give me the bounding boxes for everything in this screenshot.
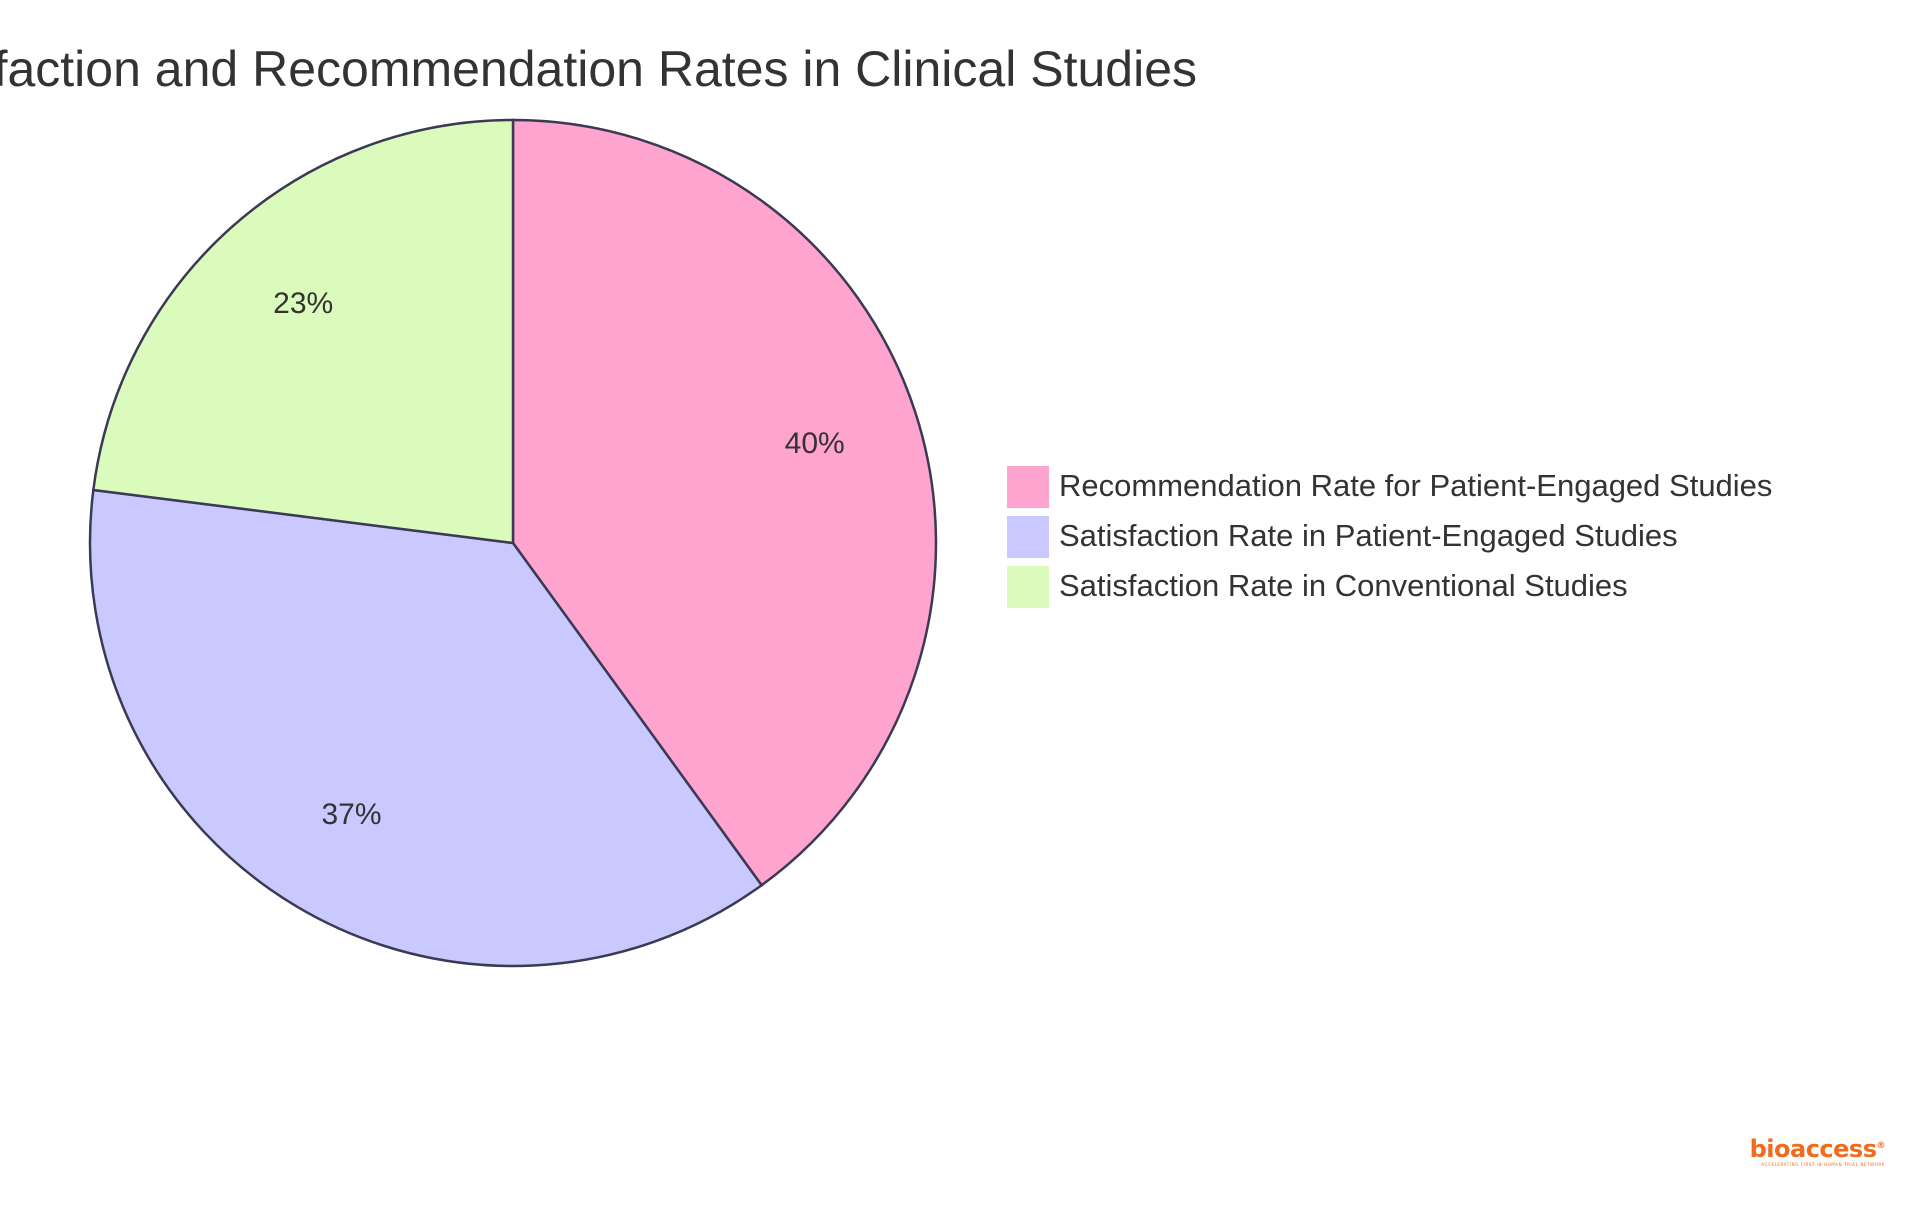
pie-slice-label-2: 37% <box>321 798 381 831</box>
pie-slice-2 <box>88 488 764 968</box>
pie-slice-label-3: 23% <box>273 287 333 320</box>
pie-slice-1 <box>511 118 938 887</box>
legend-label-3: Satisfaction Rate in Conventional Studie… <box>1059 568 1628 603</box>
legend-label-1: Recommendation Rate for Patient-Engaged … <box>1059 468 1772 503</box>
pie-slice-3 <box>91 118 515 545</box>
legend-swatch-1 <box>1007 466 1049 508</box>
legend-swatch-2 <box>1007 516 1049 558</box>
pie-slices <box>88 118 938 968</box>
legend-swatch-3 <box>1007 566 1049 608</box>
logo-registered-mark: ® <box>1876 1141 1886 1151</box>
legend: Recommendation Rate for Patient-Engaged … <box>1007 466 1772 608</box>
bioaccess-logo: bioaccess® ACCELERATING FIRST-IN-HUMAN T… <box>1749 1133 1886 1167</box>
logo-tagline: ACCELERATING FIRST-IN-HUMAN TRIAL NETWOR… <box>1761 1162 1885 1167</box>
chart-title: Satisfaction and Recommendation Rates in… <box>0 41 1197 97</box>
logo-text: bioaccess <box>1749 1135 1877 1163</box>
legend-label-2: Satisfaction Rate in Patient-Engaged Stu… <box>1059 518 1678 553</box>
pie-slice-label-1: 40% <box>785 427 845 460</box>
pie-slice-labels: 40% 37% 23% <box>273 287 845 831</box>
